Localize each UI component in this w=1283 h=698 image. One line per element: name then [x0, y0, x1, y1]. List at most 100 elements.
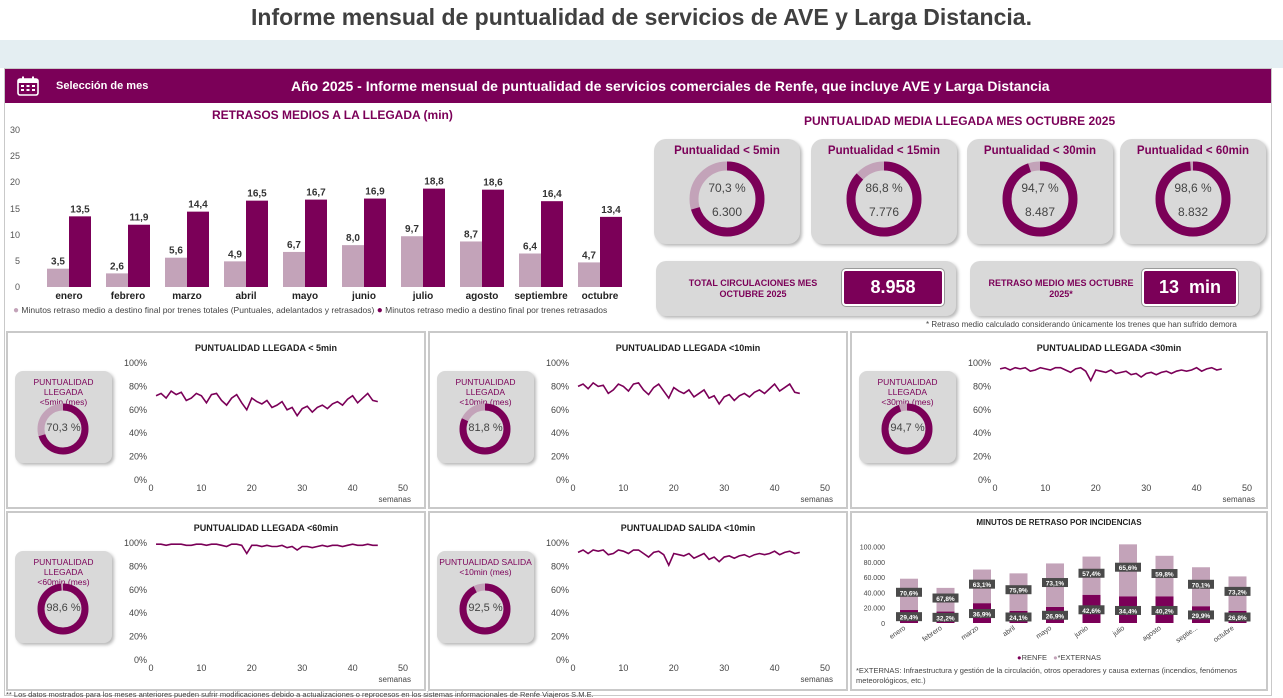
x-tick-label: 0 [148, 663, 153, 673]
y-tick-label: 0% [556, 475, 569, 485]
bar-value-label: 16,4 [542, 189, 562, 200]
kpi-pct: 98,6 % [1174, 181, 1212, 195]
x-tick-label: 40 [348, 483, 358, 493]
delays-bar-chart: 3,5 13,5 enero 2,6 11,9 febrero 5,6 14,4 marzo 4,… [47, 177, 622, 302]
y-tick-label: 20% [551, 632, 569, 642]
x-category-label: enero [55, 291, 82, 302]
bar-late [69, 216, 91, 287]
x-axis-label: semanas [379, 495, 411, 504]
kpi-ring-fill [689, 161, 765, 237]
avg-delay-card: RETRASO MEDIO MES OCTUBRE 2025* 13 min [970, 261, 1260, 316]
bar-value-label: 18,6 [483, 178, 503, 189]
panel-kpi-card: PUNTUALIDAD LLEGADA <30min (mes) 94,7 % [859, 371, 956, 463]
x-tick-label: 50 [1242, 483, 1252, 493]
incidents-legend: ●RENFE ●*EXTERNAS [852, 653, 1266, 662]
x-category-label: septie... [1175, 625, 1199, 645]
bar-value-label: 8,7 [464, 229, 478, 240]
weekly-panel: PUNTUALIDAD LLEGADA <60min PUNTUALIDAD LL… [6, 511, 426, 691]
pct-label-bg [1188, 579, 1214, 589]
y-tick-label: 80.000 [864, 560, 886, 567]
x-category-label: agosto [1141, 625, 1162, 643]
bar-late [187, 211, 209, 287]
pct-label-bg [1115, 605, 1141, 615]
y-tick-label: 20% [551, 452, 569, 462]
panel-kpi-card: PUNTUALIDAD LLEGADA <60min (mes) 98,6 % [15, 551, 112, 643]
x-tick-label: 10 [196, 483, 206, 493]
bar-total [401, 236, 423, 287]
kpi-count: 8.487 [1024, 205, 1056, 219]
panel-kpi-label: PUNTUALIDAD LLEGADA <5min (mes) [33, 377, 94, 407]
pct-label-bg [1188, 610, 1214, 620]
pct-label: 29,4% [900, 615, 919, 622]
x-axis-label: semanas [1223, 495, 1255, 504]
x-category-label: mayo [292, 291, 318, 302]
delays-legend: ● Minutos retraso medio a destino final … [13, 305, 653, 316]
y-tick-label: 40.000 [864, 590, 886, 597]
panel-kpi-donut [37, 403, 89, 455]
weekly-line-chart: 100% 80% 60% 40% 20% 0%0 10 20 30 40 50 semanas [124, 538, 411, 684]
report-header: Selección de mes Año 2025 - Informe mens… [5, 69, 1271, 103]
kpi-ring-fill [846, 161, 922, 237]
panel-kpi-label: PUNTUALIDAD LLEGADA <60min (mes) [33, 557, 94, 587]
weekly-panel: PUNTUALIDAD SALIDA <10min PUNTUALIDAD SAL… [428, 511, 848, 691]
pct-label: 32,2% [936, 615, 955, 622]
calendar-icon[interactable] [17, 76, 39, 96]
avg-delay-footnote: * Retraso medio calculado considerando ú… [926, 320, 1237, 329]
pct-label: 40,2% [1155, 608, 1174, 615]
pct-label-bg [1078, 568, 1105, 578]
weekly-line-chart: 100% 80% 60% 40% 20% 0%0 10 20 30 40 50 semanas [546, 358, 833, 504]
bar-total [460, 241, 482, 287]
y-tick-label: 100.000 [860, 545, 885, 552]
y-tick-label: 80% [551, 561, 569, 571]
y-tick-label: 20% [129, 632, 147, 642]
pct-label-bg [969, 579, 995, 589]
x-tick-label: 40 [348, 663, 358, 673]
incidents-title: MINUTOS DE RETRASO POR INCIDENCIAS [976, 518, 1142, 527]
y-tick-label: 100% [968, 358, 991, 368]
weekly-series-line [156, 543, 378, 556]
kpi-donut [846, 161, 922, 237]
bar-total [519, 253, 541, 287]
y-tick-label: 80% [973, 381, 991, 391]
bar-total [578, 262, 600, 287]
bar-value-label: 11,9 [130, 213, 149, 224]
x-tick-label: 0 [148, 483, 153, 493]
y-tick-label: 40% [129, 608, 147, 618]
kpi-ring-fill [1155, 161, 1231, 237]
pct-label-bg [1078, 605, 1105, 615]
pct-label-bg [1151, 569, 1178, 579]
y-tick-label: 40% [551, 608, 569, 618]
x-tick-label: 50 [398, 663, 408, 673]
y-tick-label: 60.000 [864, 575, 886, 582]
weekly-line-chart: 100% 80% 60% 40% 20% 0%0 10 20 30 40 50 semanas [968, 358, 1255, 504]
y-tick-label: 40% [551, 428, 569, 438]
delays-chart-title: RETRASOS MEDIOS A LA LLEGADA (min) [212, 108, 453, 122]
punctuality-title: PUNTUALIDAD MEDIA LLEGADA MES OCTUBRE 20… [804, 114, 1116, 128]
kpi-pct: 70,3 % [708, 181, 746, 195]
y-tick-label: 60% [551, 405, 569, 415]
panel-kpi-card: PUNTUALIDAD LLEGADA <10min (mes) 81,8 % [437, 371, 534, 463]
legend-ext-marker: ● [1053, 653, 1058, 662]
x-tick-label: 10 [196, 663, 206, 673]
panel-title: PUNTUALIDAD LLEGADA <10min [615, 343, 761, 353]
x-tick-label: 30 [719, 483, 729, 493]
legend-renfe-marker: ● [1017, 653, 1022, 662]
bar-value-label: 2,6 [110, 261, 124, 272]
panel-ring-fill [459, 403, 511, 455]
bar-late [128, 224, 150, 287]
x-category-label: febrero [111, 291, 145, 302]
weekly-panel: PUNTUALIDAD LLEGADA <10min PUNTUALIDAD LL… [428, 331, 848, 509]
incidents-note: *EXTERNAS: Infraestructura y gestión de … [856, 666, 1238, 685]
weekly-panel: PUNTUALIDAD LLEGADA <30min PUNTUALIDAD LL… [850, 331, 1268, 509]
total-trains-label: TOTAL CIRCULACIONES MES OCTUBRE 2025 [688, 278, 818, 299]
x-category-label: febrero [921, 625, 943, 644]
kpi-count: 8.832 [1177, 205, 1209, 219]
month-selector-button[interactable]: Selección de mes [56, 80, 149, 92]
bar-late [305, 199, 327, 287]
bar-total [106, 273, 128, 287]
panel-kpi-value: 98,6 % [46, 602, 81, 614]
bar-value-label: 4,7 [582, 250, 596, 261]
y-tick-label: 60% [551, 585, 569, 595]
kpi-card-30min: Puntualidad < 30min 94,7 % 8.487 [967, 139, 1113, 244]
pct-label-bg [1224, 586, 1251, 596]
